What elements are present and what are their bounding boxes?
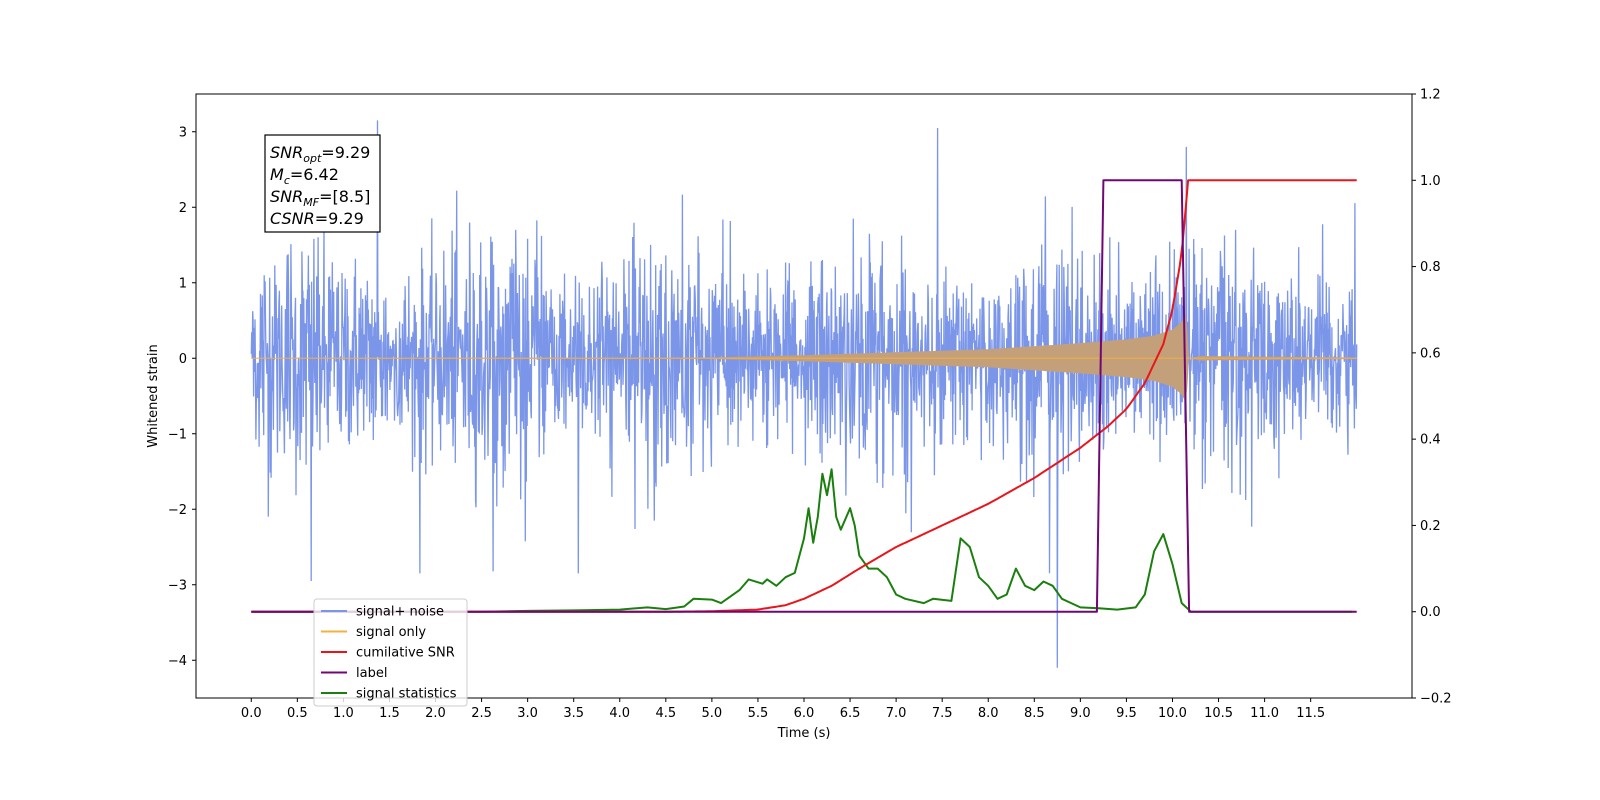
y-right-tick-label: 0.8 [1420, 260, 1441, 275]
x-tick-label: 11.5 [1296, 706, 1325, 721]
y-tick-label: −4 [168, 654, 187, 669]
x-tick-label: 6.0 [794, 706, 815, 721]
x-axis-label: Time (s) [777, 726, 831, 741]
plot-area [250, 120, 1358, 668]
y-right-tick-label: 0.6 [1420, 346, 1441, 361]
series-label-line [251, 179, 1357, 613]
y-axis-label: Whitened strain [146, 344, 161, 447]
x-tick-label: 0.5 [287, 706, 308, 721]
y-tick-label: 1 [179, 276, 187, 291]
x-tick-label: 2.0 [425, 706, 446, 721]
y-axis-right: 1.2 1.0 0.8 0.6 0.4 0.2 0.0 −0.2 [1412, 88, 1452, 707]
x-tick-label: 7.5 [932, 706, 953, 721]
series-signal-statistics-line [251, 468, 1353, 613]
series-signal-only [251, 314, 1357, 402]
x-tick-label: 4.0 [609, 706, 630, 721]
y-tick-label: 0 [179, 352, 187, 367]
x-tick-label: 2.5 [471, 706, 492, 721]
x-tick-label: 3.0 [517, 706, 538, 721]
x-tick-label: 9.0 [1070, 706, 1091, 721]
y-tick-label: −3 [168, 578, 187, 593]
x-tick-label: 8.5 [1024, 706, 1045, 721]
y-right-tick-label: 1.0 [1420, 174, 1441, 189]
x-tick-label: 10.0 [1158, 706, 1187, 721]
x-tick-label: 1.0 [333, 706, 354, 721]
y-right-tick-label: 0.2 [1420, 519, 1441, 534]
annotation-line: CSNR=9.29 [270, 209, 364, 228]
x-tick-label: 3.5 [563, 706, 584, 721]
legend-label-signal-statistics: signal statistics [356, 687, 457, 702]
x-tick-label: 10.5 [1204, 706, 1233, 721]
x-tick-label: 5.5 [748, 706, 769, 721]
y-right-tick-label: 0.4 [1420, 433, 1441, 448]
x-tick-label: 4.5 [655, 706, 676, 721]
x-tick-label: 6.5 [840, 706, 861, 721]
x-tick-label: 9.5 [1116, 706, 1137, 721]
x-tick-label: 1.5 [379, 706, 400, 721]
x-tick-label: 8.0 [978, 706, 999, 721]
annotation-line: Mc=6.42 [270, 165, 339, 187]
signal-noise-trace [250, 120, 1358, 668]
legend-label-signal-noise: signal+ noise [356, 605, 444, 620]
x-tick-label: 11.0 [1250, 706, 1279, 721]
legend-frame [313, 598, 468, 707]
x-tick-label: 5.0 [702, 706, 723, 721]
series-signal-plus-noise [250, 120, 1358, 668]
legend-label-cumilative-snr: cumilative SNR [356, 646, 455, 661]
x-tick-label: 7.0 [886, 706, 907, 721]
annotation-line: SNRopt=9.29 [270, 143, 370, 165]
y-right-tick-label: 1.2 [1420, 88, 1441, 103]
legend: signal+ noise signal only cumilative SNR la… [313, 598, 468, 707]
y-tick-label: −1 [168, 427, 187, 442]
y-tick-label: −2 [168, 503, 187, 518]
legend-label-signal-only: signal only [356, 625, 426, 640]
y-right-tick-label: −0.2 [1420, 692, 1452, 707]
legend-label-label: label [356, 666, 387, 681]
y-axis-left: 3 2 1 0 −1 −2 −3 −4 [168, 125, 196, 669]
x-tick-label: 0.0 [241, 706, 262, 721]
annotation-frame [264, 134, 381, 233]
y-tick-label: 2 [179, 201, 187, 216]
x-axis: 0.0 0.5 1.0 1.5 2.0 2.5 3.0 3.5 4.0 4.5 5.0 5.5 6.0 6… [241, 698, 1325, 721]
y-tick-label: 3 [179, 125, 187, 140]
y-right-tick-label: 0.0 [1420, 605, 1441, 620]
annotation-line: SNRMF=[8.5] [270, 187, 370, 209]
